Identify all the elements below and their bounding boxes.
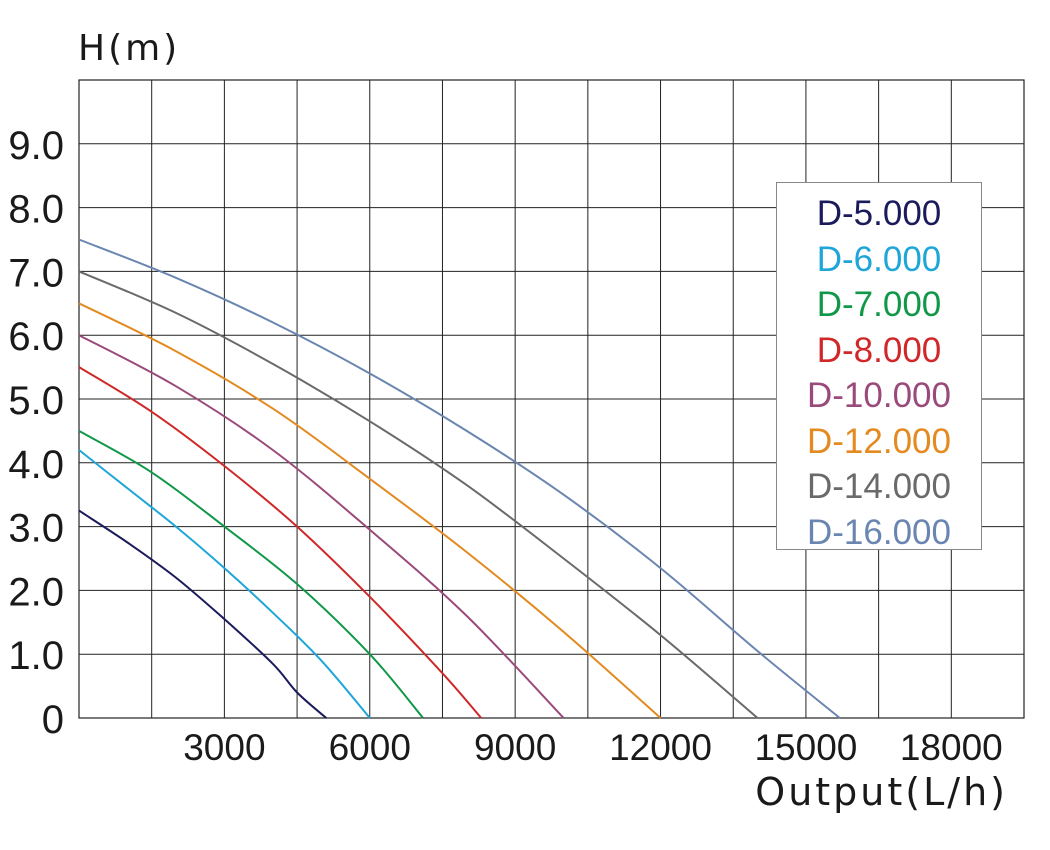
legend-item: D-8.000 [816, 330, 942, 370]
y-tick-label: 3.0 [8, 507, 64, 551]
legend-item: D-14.000 [807, 467, 951, 506]
legend-item: D-16.000 [807, 512, 951, 552]
series-line-d-8-000 [78, 366, 482, 719]
series-lines [78, 238, 841, 719]
x-tick-label: 6000 [329, 727, 411, 768]
y-tick-label: 2.0 [8, 570, 64, 614]
y-tick-label: 9.0 [8, 124, 64, 168]
series-line-d-16-000 [78, 238, 841, 719]
legend-item: D-10.000 [807, 376, 951, 415]
y-tick-label: 4.0 [8, 443, 64, 487]
tick-labels: 0 1.0 2.0 3.0 4.0 5.0 6.0 7.0 8.0 9.0 3000 6000 9000… [8, 124, 1002, 768]
series-line-d-5-000 [78, 509, 327, 719]
y-tick-label: 5.0 [8, 379, 64, 423]
x-tick-label: 3000 [183, 727, 265, 768]
y-tick-label: 0 [42, 698, 64, 742]
x-axis-label: Output(L/h) [755, 770, 1008, 814]
series-line-d-10-000 [78, 334, 565, 719]
series-line-d-14-000 [78, 270, 759, 719]
series-line-d-6-000 [78, 449, 371, 719]
x-tick-label: 12000 [609, 727, 712, 768]
y-tick-label: 6.0 [8, 315, 64, 359]
series-line-d-7-000 [78, 430, 424, 719]
x-tick-label: 18000 [900, 727, 1003, 768]
legend-item: D-6.000 [816, 239, 942, 279]
y-tick-label: 8.0 [8, 188, 64, 232]
legend-item: D-7.000 [816, 285, 942, 324]
plot-frame [78, 79, 1025, 719]
legend: D-5.000 D-6.000 D-7.000 D-8.000 D-10.000 D-12… [776, 182, 982, 552]
x-tick-label: 15000 [754, 727, 857, 768]
y-tick-label: 7.0 [8, 251, 64, 295]
y-tick-label: 1.0 [8, 634, 64, 678]
series-line-d-12-000 [78, 302, 662, 719]
x-tick-label: 9000 [474, 727, 556, 768]
legend-item: D-5.000 [816, 194, 942, 233]
legend-item: D-12.000 [807, 421, 951, 461]
y-axis-label: H(m) [78, 28, 181, 69]
